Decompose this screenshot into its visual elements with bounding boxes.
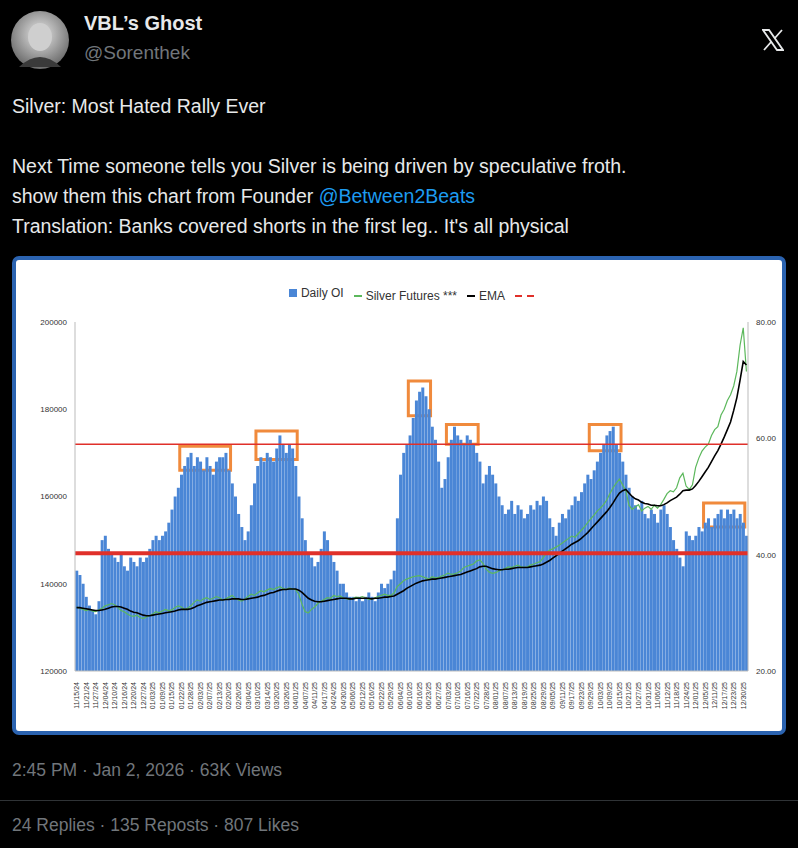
svg-text:02/13/25: 02/13/25	[216, 682, 223, 709]
svg-text:06/10/25: 06/10/25	[406, 682, 413, 709]
svg-text:03/26/25: 03/26/25	[283, 682, 290, 709]
html-text:Daily OI: Daily OI	[301, 286, 344, 300]
svg-text:07/03/25: 07/03/25	[445, 682, 452, 709]
svg-text:40.00: 40.00	[756, 551, 777, 560]
svg-text:11/15/24: 11/15/24	[73, 682, 80, 709]
html-text:Silver Futures ***: Silver Futures ***	[365, 289, 457, 303]
svg-text:11/06/25: 11/06/25	[654, 682, 661, 709]
svg-text:05/12/25: 05/12/25	[359, 682, 366, 709]
svg-text:01/09/25: 01/09/25	[159, 682, 166, 709]
svg-text:05/06/25: 05/06/25	[349, 682, 356, 709]
svg-text:02/26/25: 02/26/25	[235, 682, 242, 709]
svg-text:11/27/24: 11/27/24	[92, 682, 99, 709]
svg-text:06/16/25: 06/16/25	[416, 682, 423, 709]
svg-text:10/09/25: 10/09/25	[606, 682, 613, 709]
svg-text:02/20/25: 02/20/25	[225, 682, 232, 709]
svg-text:01/28/25: 01/28/25	[187, 682, 194, 709]
svg-text:04/30/25: 04/30/25	[340, 682, 347, 709]
svg-text:08/13/25: 08/13/25	[511, 682, 518, 709]
svg-text:02/07/25: 02/07/25	[206, 682, 213, 709]
svg-text:12/17/25: 12/17/25	[721, 682, 728, 709]
svg-text:10/03/25: 10/03/25	[597, 682, 604, 709]
svg-text:20.00: 20.00	[756, 667, 777, 676]
svg-text:09/17/25: 09/17/25	[568, 682, 575, 709]
svg-text:04/07/25: 04/07/25	[302, 682, 309, 709]
svg-text:12/27/24: 12/27/24	[140, 682, 147, 709]
svg-text:160000: 160000	[40, 492, 67, 501]
svg-text:06/04/25: 06/04/25	[397, 682, 404, 709]
svg-text:01/15/25: 01/15/25	[168, 682, 175, 709]
svg-text:03/10/25: 03/10/25	[254, 682, 261, 709]
svg-text:80.00: 80.00	[756, 318, 777, 327]
html-text:@Sorenthek: @Sorenthek	[84, 42, 190, 63]
svg-text:140000: 140000	[40, 580, 67, 589]
svg-text:05/29/25: 05/29/25	[387, 682, 394, 709]
svg-text:180000: 180000	[40, 405, 67, 414]
svg-text:09/23/25: 09/23/25	[578, 682, 585, 709]
svg-text:12/01/25: 12/01/25	[692, 682, 699, 709]
svg-text:60.00: 60.00	[756, 434, 777, 443]
svg-text:08/25/25: 08/25/25	[530, 682, 537, 709]
svg-text:09/05/25: 09/05/25	[549, 682, 556, 709]
svg-text:12/04/24: 12/04/24	[102, 682, 109, 709]
svg-text:08/07/25: 08/07/25	[502, 682, 509, 709]
svg-text:04/11/25: 04/11/25	[311, 682, 318, 709]
svg-text:07/28/25: 07/28/25	[483, 682, 490, 709]
svg-text:12/23/25: 12/23/25	[730, 682, 737, 709]
svg-text:12/10/24: 12/10/24	[111, 682, 118, 709]
html-text:VBL’s Ghost: VBL’s Ghost	[84, 12, 203, 34]
svg-text:12/16/24: 12/16/24	[121, 682, 128, 709]
svg-text:10/31/25: 10/31/25	[645, 682, 652, 709]
html-text:show them this chart from Foun: show them this chart from Founder @Betwe…	[12, 185, 476, 207]
svg-text:11/12/25: 11/12/25	[664, 682, 671, 709]
svg-text:04/01/25: 04/01/25	[292, 682, 299, 709]
svg-text:120000: 120000	[40, 667, 67, 676]
svg-text:10/27/25: 10/27/25	[635, 682, 642, 709]
svg-text:05/22/25: 05/22/25	[378, 682, 385, 709]
html-text:Silver: Most Hated Rally Ever: Silver: Most Hated Rally Ever	[12, 95, 266, 117]
svg-text:08/29/25: 08/29/25	[540, 682, 547, 709]
html-text:24 Replies · 135 Reposts · 807: 24 Replies · 135 Reposts · 807 Likes	[12, 815, 299, 835]
svg-text:01/03/25: 01/03/25	[149, 682, 156, 709]
html-text:2:45 PM · Jan 2, 2026 · 63K Vi: 2:45 PM · Jan 2, 2026 · 63K Views	[12, 760, 283, 780]
html-text:EMA: EMA	[479, 289, 505, 303]
svg-text:03/04/25: 03/04/25	[245, 682, 252, 709]
svg-text:11/21/24: 11/21/24	[83, 682, 90, 709]
svg-text:10/15/25: 10/15/25	[616, 682, 623, 709]
html-text:Next Time someone tells you Si: Next Time someone tells you Silver is be…	[12, 155, 627, 177]
svg-text:07/16/25: 07/16/25	[464, 682, 471, 709]
svg-text:12/11/25: 12/11/25	[711, 682, 718, 709]
svg-text:200000: 200000	[40, 318, 67, 327]
svg-text:07/22/25: 07/22/25	[473, 682, 480, 709]
svg-text:06/27/25: 06/27/25	[435, 682, 442, 709]
svg-text:04/24/25: 04/24/25	[330, 682, 337, 709]
svg-text:02/03/25: 02/03/25	[197, 682, 204, 709]
svg-text:12/20/24: 12/20/24	[130, 682, 137, 709]
svg-text:09/29/25: 09/29/25	[587, 682, 594, 709]
svg-text:08/01/25: 08/01/25	[492, 682, 499, 709]
svg-text:05/16/25: 05/16/25	[368, 682, 375, 709]
svg-text:12/30/25: 12/30/25	[740, 682, 747, 709]
svg-text:10/21/25: 10/21/25	[625, 682, 632, 709]
svg-text:06/23/25: 06/23/25	[425, 682, 432, 709]
svg-text:09/11/25: 09/11/25	[559, 682, 566, 709]
svg-text:03/20/25: 03/20/25	[273, 682, 280, 709]
svg-text:12/05/25: 12/05/25	[702, 682, 709, 709]
svg-text:11/18/25: 11/18/25	[673, 682, 680, 709]
html-text:Translation: Banks covered sho: Translation: Banks covered shorts in the…	[12, 215, 569, 237]
svg-text:01/22/25: 01/22/25	[178, 682, 185, 709]
svg-text:11/24/25: 11/24/25	[683, 682, 690, 709]
svg-text:07/10/25: 07/10/25	[454, 682, 461, 709]
svg-text:03/14/25: 03/14/25	[264, 682, 271, 709]
svg-text:08/19/25: 08/19/25	[521, 682, 528, 709]
svg-text:04/17/25: 04/17/25	[321, 682, 328, 709]
